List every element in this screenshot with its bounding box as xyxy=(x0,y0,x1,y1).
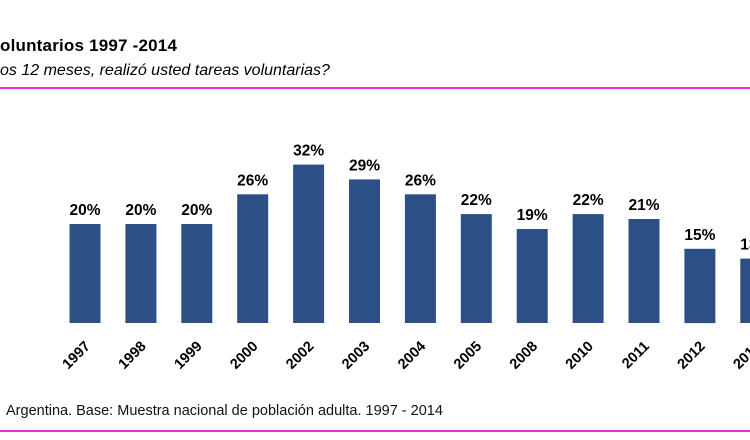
bar-value-label-1997: 20% xyxy=(69,202,100,219)
bar-chart: 20% 1997 20% 1998 20% 1999 26% 2000 32% 2002 29% 20… xyxy=(60,143,750,373)
bar-2010 xyxy=(572,214,604,323)
bar-1998 xyxy=(125,224,157,323)
x-tick-label-2008: 2008 xyxy=(507,339,541,373)
bar-value-label-2000: 26% xyxy=(237,172,268,189)
x-tick-label-1999: 1999 xyxy=(171,339,205,373)
source-note: Argentina. Base: Muestra nacional de pob… xyxy=(6,403,443,419)
bar-2012 xyxy=(684,248,716,324)
bar-value-label-2002: 32% xyxy=(293,143,324,160)
bar-value-label-2010: 22% xyxy=(573,192,604,209)
bar-2003 xyxy=(349,179,380,323)
x-tick-label-2010: 2010 xyxy=(563,339,597,373)
x-tick-label-2005: 2005 xyxy=(451,339,485,373)
bar-value-label-2004: 26% xyxy=(405,172,436,189)
bar-value-label-1999: 20% xyxy=(181,202,212,219)
bar-value-label-2003: 29% xyxy=(349,157,380,174)
bar-value-label-2011: 21% xyxy=(628,197,659,214)
bar-2000 xyxy=(237,194,269,323)
x-tick-label-2000: 2000 xyxy=(227,339,261,373)
chart-title: oluntarios 1997 -2014 xyxy=(0,36,178,55)
bar-2014 xyxy=(740,258,750,323)
bar-value-label-2014: 13% xyxy=(740,237,750,254)
x-tick-label-2011: 2011 xyxy=(619,339,653,373)
x-tick-label-2012: 2012 xyxy=(675,339,709,373)
bar-2004 xyxy=(404,194,436,323)
top-divider xyxy=(0,87,750,89)
x-tick-label-2003: 2003 xyxy=(339,339,373,373)
bar-2011 xyxy=(628,219,660,323)
bar-2002 xyxy=(293,164,325,323)
x-tick-label-1997: 1997 xyxy=(60,339,94,373)
bar-value-label-2008: 19% xyxy=(517,207,548,224)
chart-subtitle: os 12 meses, realizó usted tareas volunt… xyxy=(0,62,330,79)
bar-2005 xyxy=(460,214,492,323)
x-tick-label-2002: 2002 xyxy=(283,339,317,373)
x-tick-label-2004: 2004 xyxy=(395,339,429,373)
bar-1999 xyxy=(181,224,213,323)
bottom-divider xyxy=(0,430,750,432)
x-tick-label-1998: 1998 xyxy=(116,339,150,373)
bar-1997 xyxy=(69,224,101,323)
x-tick-label-2014: 2014 xyxy=(730,339,750,373)
bar-value-label-1998: 20% xyxy=(125,202,156,219)
bar-2008 xyxy=(516,229,548,323)
bar-value-label-2005: 22% xyxy=(461,192,492,209)
bar-value-label-2012: 15% xyxy=(684,227,715,244)
